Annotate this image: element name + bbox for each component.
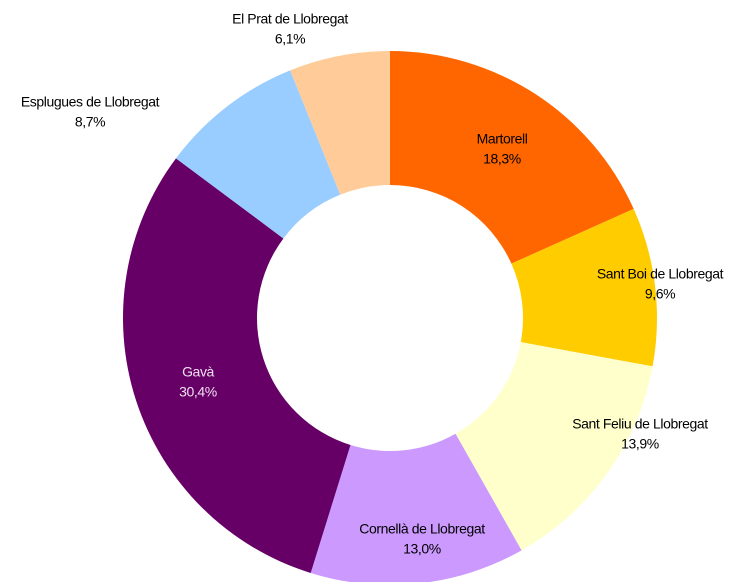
slice-value-label: 18,3% <box>483 151 521 167</box>
slice-label: Sant Feliu de Llobregat <box>572 416 708 432</box>
donut-slice <box>390 51 634 264</box>
slice-value-label: 30,4% <box>179 384 217 400</box>
slice-label: Gavà <box>182 364 214 380</box>
donut-slice <box>290 51 390 195</box>
donut-slice <box>310 433 522 582</box>
slice-value-label: 13,9% <box>621 436 659 452</box>
slice-value-label: 13,0% <box>403 541 441 557</box>
slice-value-label: 8,7% <box>75 114 105 130</box>
slice-label: Sant Boi de Llobregat <box>597 266 724 282</box>
slice-label: Martorell <box>477 131 528 147</box>
slice-value-label: 6,1% <box>275 31 305 47</box>
donut-slice <box>511 208 657 367</box>
slice-label: Cornellà de Llobregat <box>359 521 485 537</box>
slice-label: El Prat de Llobregat <box>232 11 348 27</box>
donut-slice <box>175 70 341 239</box>
slice-label: Esplugues de Llobregat <box>21 94 160 110</box>
slice-value-label: 9,6% <box>645 286 675 302</box>
donut-slice <box>122 158 351 573</box>
donut-slice <box>455 342 653 551</box>
